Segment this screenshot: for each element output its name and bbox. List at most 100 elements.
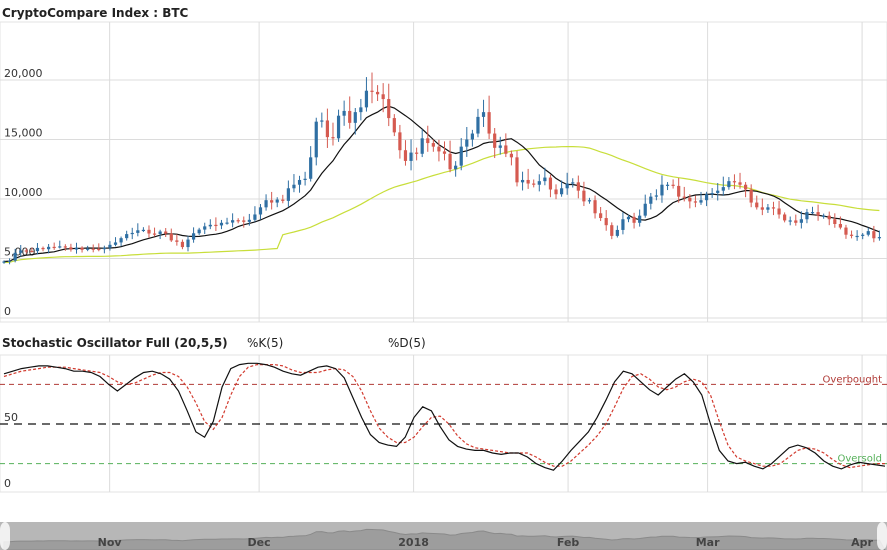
candle-body (403, 150, 408, 161)
candle-body (147, 229, 151, 234)
price-panel-grid (0, 21, 887, 323)
candle-body (509, 153, 514, 158)
candle-body (169, 233, 173, 241)
candle-body (353, 112, 357, 123)
navigator-right-handle (877, 522, 887, 550)
candle-body (253, 214, 257, 220)
candle-body (498, 145, 502, 148)
candle-body (236, 220, 240, 222)
price-y-tick-label: 15,000 (4, 127, 43, 140)
k-line (3, 362, 886, 471)
candle-body (816, 212, 820, 216)
candle-body (13, 252, 17, 261)
candle-body (314, 121, 318, 158)
candle-body (838, 223, 842, 228)
price-y-tick-label: 20,000 (4, 67, 43, 80)
candle-body (113, 242, 118, 245)
candle-body (164, 231, 168, 234)
candle-body (309, 157, 313, 179)
candle-body (481, 112, 486, 117)
d-legend-label: %D(5) (388, 336, 426, 350)
candle-body (258, 207, 263, 215)
candle-body (682, 196, 686, 198)
candle-body (615, 229, 619, 236)
candle-body (348, 110, 352, 123)
candle-body (766, 207, 770, 210)
candle-body (571, 182, 575, 184)
candle-body (688, 197, 692, 202)
candle-body (849, 234, 854, 236)
candle-body (175, 240, 179, 242)
oscillator-labels: 0 50 Overbought Oversold (4, 374, 882, 490)
candle-body (638, 215, 642, 223)
candle-body (520, 179, 525, 183)
candle-body (643, 203, 647, 216)
candle-body (788, 220, 792, 222)
oscillator-y-tick-label: 0 (4, 477, 11, 490)
oscillator-y-tick-label: 50 (4, 411, 18, 424)
candle-body (320, 120, 324, 122)
candle-body (877, 237, 882, 239)
candle-body (392, 118, 396, 133)
candle-body (626, 216, 631, 220)
candle-body (526, 179, 530, 184)
candle-body (208, 224, 212, 227)
candle-body (336, 115, 341, 139)
candle-body (805, 212, 809, 220)
candle-body (554, 189, 558, 195)
candle-body (587, 200, 592, 202)
candle-body (621, 219, 625, 230)
candle-body (822, 215, 826, 217)
candle-body (576, 182, 580, 191)
candle-body (398, 132, 402, 151)
candle-body (649, 196, 653, 204)
candle-body (102, 247, 106, 250)
candle-body (80, 247, 84, 250)
candle-body (727, 181, 731, 188)
candle-body (861, 234, 865, 236)
candle-body (454, 165, 458, 170)
candle-body (799, 219, 803, 223)
candle-body (794, 220, 798, 223)
candle-body (47, 246, 51, 250)
candle-body (359, 107, 363, 113)
candle-body (125, 234, 129, 239)
candle-body (426, 138, 430, 144)
candle-body (827, 215, 831, 220)
candle-body (136, 230, 140, 233)
candle-body (593, 200, 597, 214)
candle-body (738, 182, 742, 185)
candle-body (532, 183, 536, 185)
candle-body (448, 153, 452, 170)
candle-body (777, 208, 781, 215)
candle-body (604, 218, 608, 226)
candle-body (565, 183, 569, 189)
candle-body (342, 110, 346, 116)
candle-body (504, 145, 508, 154)
candle-body (771, 207, 776, 209)
candle-body (264, 200, 268, 208)
candle-body (381, 94, 385, 100)
candle-body (760, 207, 764, 210)
candle-body (63, 246, 67, 248)
range-navigator[interactable]: Nov Dec 2018 Feb Mar Apr (0, 522, 887, 550)
candle-body (225, 222, 229, 224)
candle-body (872, 231, 876, 239)
candle-body (599, 213, 603, 219)
candle-body (286, 188, 290, 201)
candle-body (548, 177, 553, 190)
candle-body (665, 184, 670, 186)
candle-body (749, 189, 753, 203)
candle-body (543, 177, 547, 182)
candle-body (833, 219, 837, 224)
candle-body (420, 138, 424, 154)
candle-body (437, 146, 441, 152)
candle-body (755, 202, 759, 208)
candle-body (35, 247, 40, 252)
candle-body (292, 184, 296, 189)
price-moving-averages (3, 105, 880, 264)
candle-body (442, 151, 447, 154)
candle-body (677, 185, 681, 197)
navigator-series (3, 528, 886, 550)
